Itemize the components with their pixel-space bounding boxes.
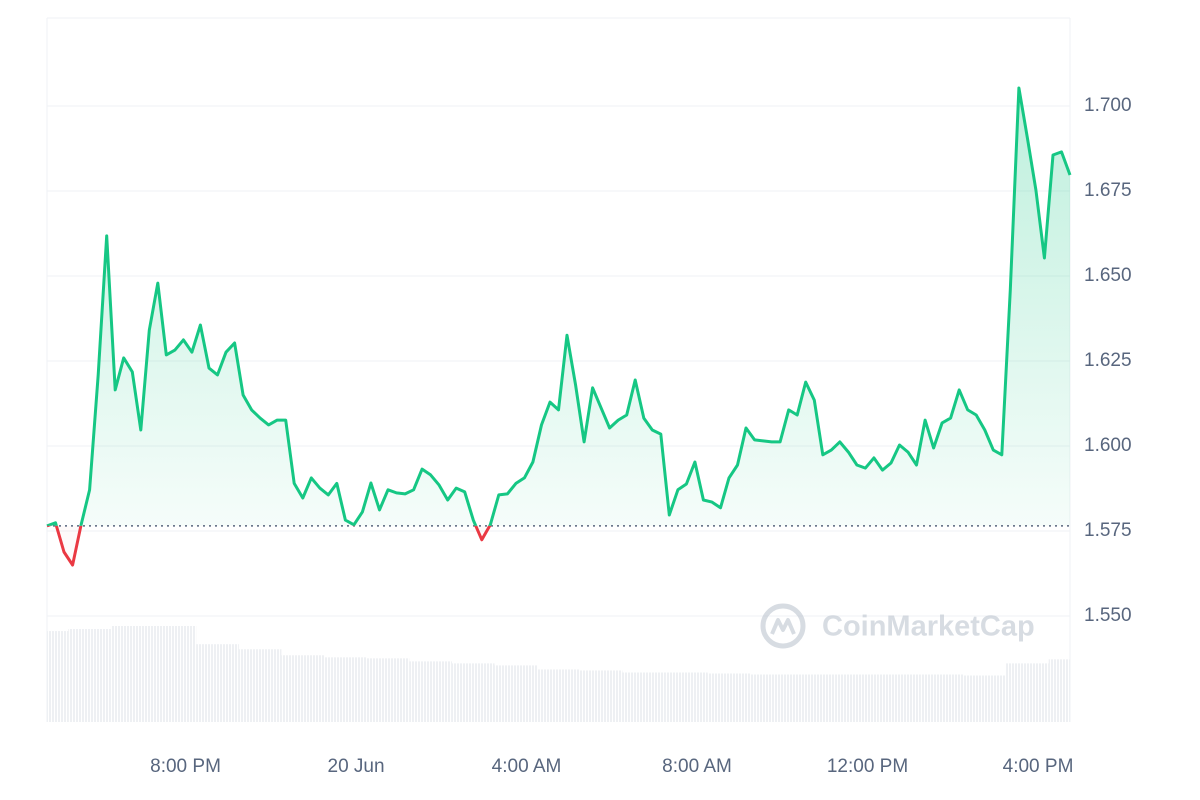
volume-bar [110,626,154,722]
y-tick-label: 1.675 [1084,180,1132,201]
y-tick-label: 1.575 [1084,520,1132,541]
volume-bar [451,663,495,722]
volume-bar [835,674,879,722]
x-tick-label: 20 Jun [328,756,385,777]
x-tick-label: 8:00 AM [662,756,732,777]
volume-bar [366,658,410,722]
volume-bar [281,655,325,722]
volume-bar [494,665,538,722]
volume-bar [792,674,836,722]
volume-bar [537,669,580,722]
volume-bar [1006,663,1049,722]
watermark-text: CoinMarketCap [822,611,1035,643]
x-tick-label: 12:00 PM [827,756,908,777]
volume-bar [750,674,793,722]
volume-bar [579,670,623,722]
volume-bar [878,674,921,722]
x-tick-label: 8:00 PM [150,756,221,777]
volume-bar [196,644,239,722]
x-tick-label: 4:00 AM [492,756,562,777]
volume-bar [238,649,282,722]
y-tick-label: 1.600 [1084,435,1132,456]
volume-bar [920,674,964,722]
price-line [46,86,1072,526]
volume-bar [153,626,197,722]
volume-bar [707,673,751,722]
volume-bar [409,661,452,722]
y-tick-label: 1.700 [1084,95,1132,116]
volume-bar [1048,659,1070,722]
area-up [47,88,1070,526]
watermark: CoinMarketCap [760,603,1035,649]
volume-bar [324,657,367,722]
y-tick-label: 1.625 [1084,350,1132,371]
volume-bar [665,672,708,722]
volume-bar [68,629,111,722]
volume-bar [622,672,666,722]
x-tick-label: 4:00 PM [1003,756,1074,777]
volume-bar [963,675,1007,722]
y-tick-label: 1.650 [1084,265,1132,286]
volume-bar [47,631,69,722]
y-tick-label: 1.550 [1084,605,1132,626]
